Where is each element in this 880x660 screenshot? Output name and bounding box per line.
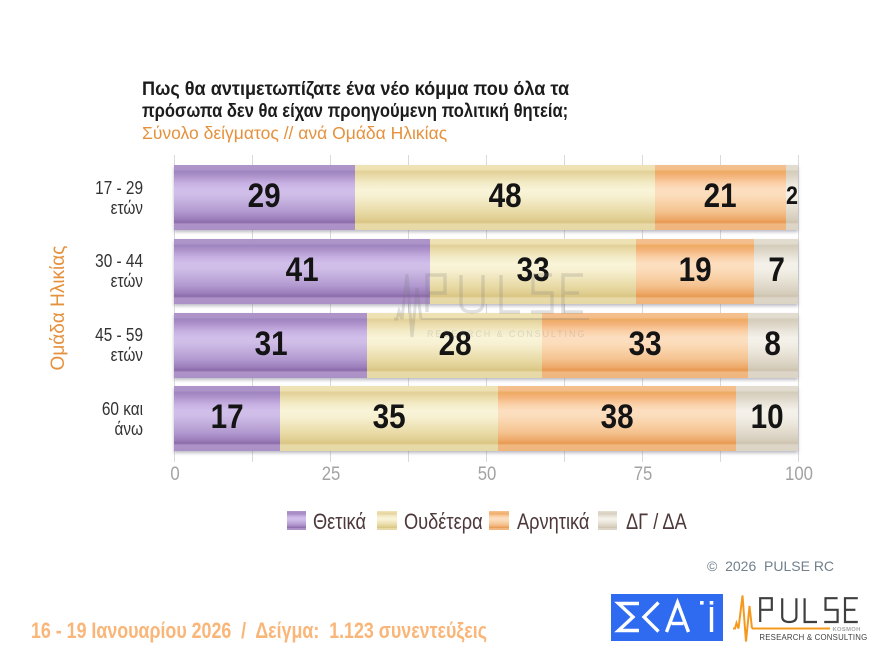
svg-text:KOSMOH: KOSMOH [833,627,861,633]
svg-text:RESEARCH & CONSULTING: RESEARCH & CONSULTING [427,329,586,339]
svg-text:RESEARCH & CONSULTING: RESEARCH & CONSULTING [759,633,867,642]
